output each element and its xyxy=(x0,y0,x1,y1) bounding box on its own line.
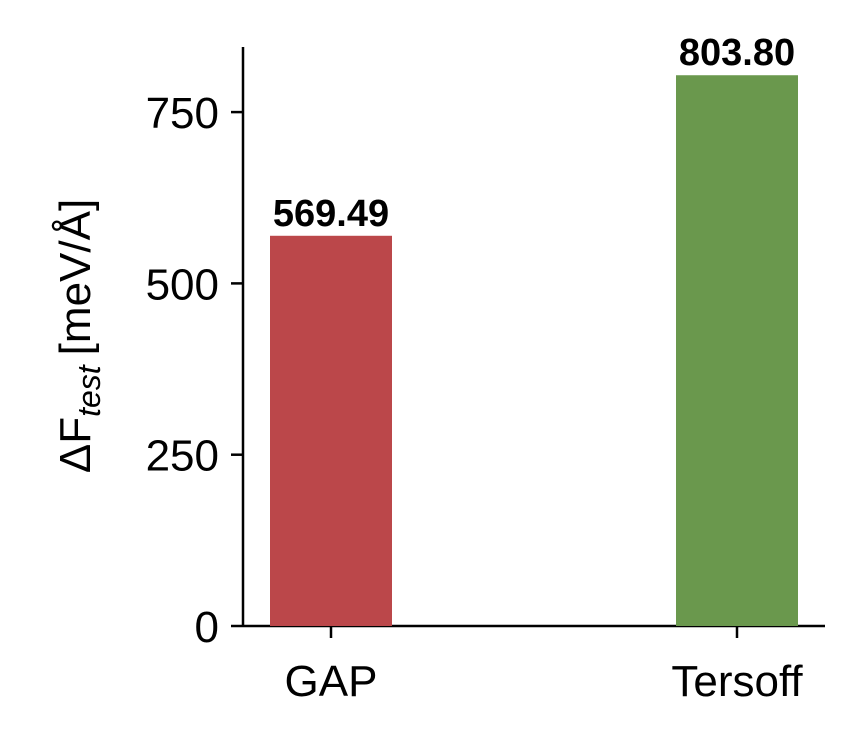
y-label-subscript: test xyxy=(71,364,107,417)
bar xyxy=(270,235,392,626)
x-tick-label: Tersoff xyxy=(671,657,803,706)
y-axis-label: ΔFtest [meV/Å] xyxy=(51,199,107,473)
x-tick-label: GAP xyxy=(285,657,378,706)
y-tick-label: 0 xyxy=(195,603,219,652)
value-label: 569.49 xyxy=(273,193,389,235)
y-label-base: ΔF xyxy=(51,417,100,473)
y-tick-label: 750 xyxy=(146,89,219,138)
y-tick-label: 250 xyxy=(146,432,219,481)
y-tick-label: 500 xyxy=(146,260,219,309)
bar xyxy=(676,75,798,626)
value-label: 803.80 xyxy=(679,32,795,74)
y-label-unit: [meV/Å] xyxy=(51,199,100,356)
